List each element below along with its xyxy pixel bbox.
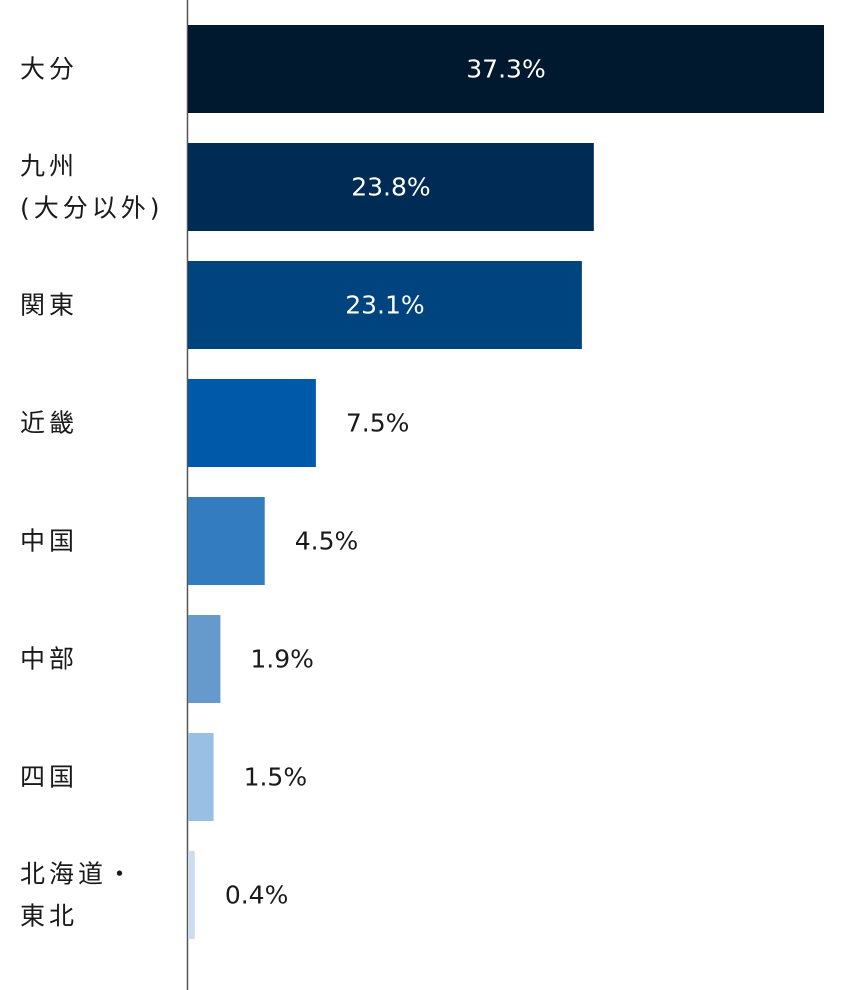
bar-value-label: 23.8% [351, 173, 430, 202]
category-label: 中部 [20, 645, 78, 674]
bar-value-label: 0.4% [225, 881, 289, 910]
category-label: 関東 [20, 291, 78, 320]
bar [188, 143, 594, 231]
bar [188, 379, 316, 467]
bar [188, 733, 214, 821]
category-label: 北海道・ [20, 860, 136, 889]
category-label: 大分 [20, 55, 78, 84]
bar [188, 497, 265, 585]
bar [188, 25, 824, 113]
bar [188, 851, 195, 939]
category-label: 九州 [20, 152, 78, 181]
bar-value-label: 7.5% [346, 409, 410, 438]
bar-value-label: 37.3% [466, 55, 545, 84]
category-label: 中国 [20, 527, 78, 556]
category-label: (大分以外) [20, 194, 164, 223]
category-label: 四国 [20, 763, 78, 792]
bar [188, 615, 221, 703]
bar-value-label: 1.9% [250, 645, 314, 674]
bar-value-label: 23.1% [345, 291, 424, 320]
bar-value-label: 1.5% [244, 763, 308, 792]
category-label: 東北 [20, 902, 78, 931]
bar-value-label: 4.5% [295, 527, 359, 556]
bar [188, 261, 582, 349]
category-label: 近畿 [20, 409, 78, 438]
